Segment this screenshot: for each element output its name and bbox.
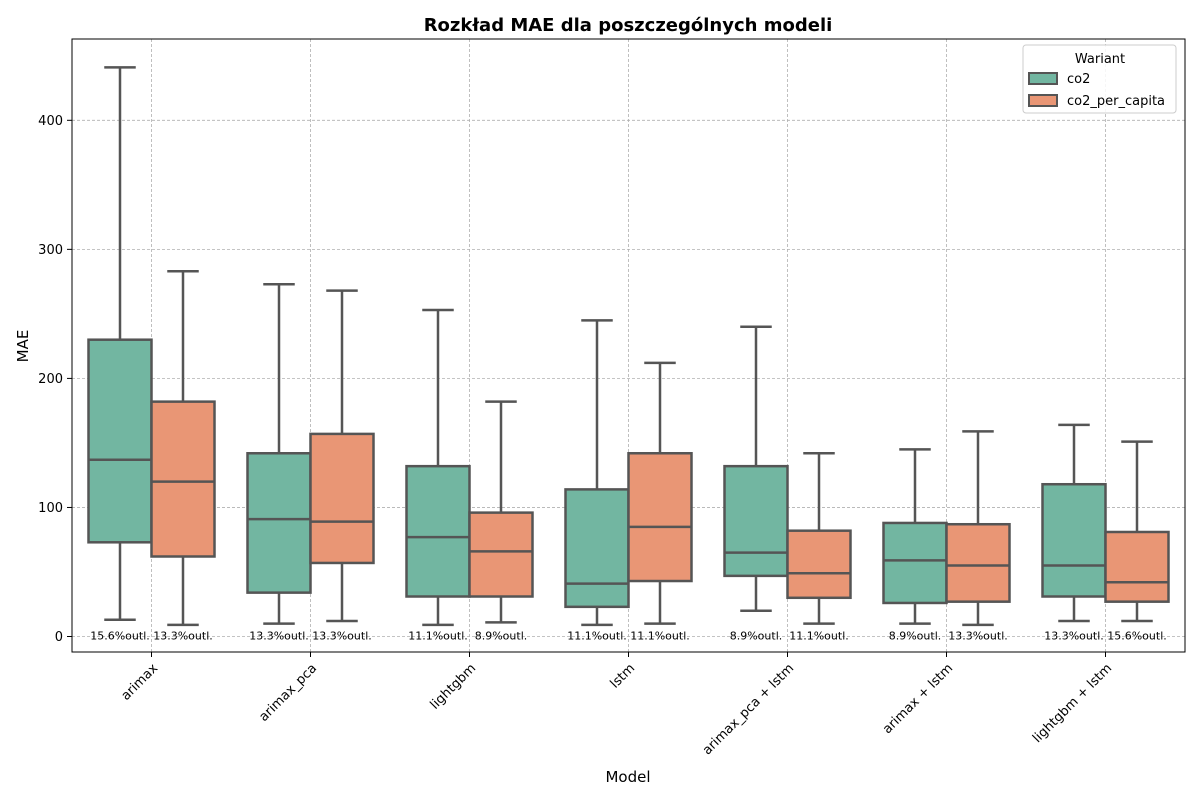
- box-co2_per_capita-arimax: [150, 270, 216, 627]
- iqr-box: [1104, 530, 1170, 603]
- outlier-percent-label: 11.1%outl.: [567, 630, 627, 643]
- outlier-percent-label: 15.6%outl.: [90, 630, 150, 643]
- iqr-box: [627, 452, 693, 583]
- x-axis-label: Model: [605, 768, 650, 786]
- y-tick-label: 400: [38, 114, 63, 129]
- legend-box: [1022, 44, 1177, 114]
- iqr-box: [468, 511, 534, 598]
- box-co2-lightgbm-lstm: [1041, 423, 1107, 623]
- outlier-percent-label: 15.6%outl.: [1107, 630, 1167, 643]
- iqr-box: [564, 488, 630, 609]
- box-co2-arimax-pca-lstm: [723, 325, 789, 612]
- outlier-percent-label: 8.9%outl.: [889, 630, 942, 643]
- legend: Wariant co2 co2_per_capita: [1022, 44, 1177, 114]
- box-co2_per_capita-lstm: [627, 361, 693, 625]
- y-axis-label: MAE: [14, 330, 32, 363]
- chart-title: Rozkład MAE dla poszczególnych modeli: [424, 15, 833, 36]
- y-tick-label: 300: [38, 243, 63, 258]
- box-co2_per_capita-arimax-pca-lstm: [786, 452, 852, 625]
- iqr-box: [1041, 482, 1107, 598]
- iqr-box: [87, 338, 153, 544]
- legend-label-co2: co2: [1067, 72, 1090, 87]
- legend-swatch-co2-per-capita: [1028, 94, 1058, 107]
- iqr-box: [723, 464, 789, 578]
- box-co2-lightgbm: [405, 308, 471, 627]
- box-co2_per_capita-lightgbm: [468, 400, 534, 624]
- outlier-percent-label: 13.3%outl.: [249, 630, 309, 643]
- outlier-percent-label: 13.3%outl.: [153, 630, 213, 643]
- box-co2-arimax: [87, 66, 153, 621]
- boxes: [87, 66, 1170, 627]
- outlier-percent-label: 11.1%outl.: [630, 630, 690, 643]
- iqr-box: [945, 522, 1011, 603]
- legend-swatch-co2: [1028, 72, 1058, 85]
- outlier-percent-label: 11.1%outl.: [789, 630, 849, 643]
- outlier-percent-label: 13.3%outl.: [948, 630, 1008, 643]
- box-co2_per_capita-arimax-lstm: [945, 430, 1011, 627]
- y-tick-label: 100: [38, 501, 63, 516]
- box-co2_per_capita-arimax-pca: [309, 289, 375, 623]
- y-tick-label: 0: [55, 630, 63, 645]
- box-co2-arimax-pca: [246, 282, 312, 625]
- y-tick-label: 200: [38, 372, 63, 387]
- outlier-percent-label: 8.9%outl.: [475, 630, 528, 643]
- legend-label-co2-per-capita: co2_per_capita: [1067, 94, 1165, 109]
- iqr-box: [786, 529, 852, 600]
- iqr-box: [882, 521, 948, 605]
- box-co2-arimax-lstm: [882, 448, 948, 625]
- iqr-box: [246, 452, 312, 594]
- outlier-percent-label: 8.9%outl.: [730, 630, 783, 643]
- legend-title: Wariant: [1075, 52, 1125, 67]
- iqr-box: [309, 432, 375, 565]
- outlier-labels: 15.6%outl. 13.3%outl. 11.1%outl. 11.1%outl.…: [90, 630, 1167, 643]
- outlier-percent-label: 13.3%outl.: [1044, 630, 1104, 643]
- outlier-percent-label: 11.1%outl.: [408, 630, 468, 643]
- box-co2_per_capita-lightgbm-lstm: [1104, 440, 1170, 623]
- outlier-percent-label: 13.3%outl.: [312, 630, 372, 643]
- iqr-box: [150, 400, 216, 558]
- iqr-box: [405, 464, 471, 598]
